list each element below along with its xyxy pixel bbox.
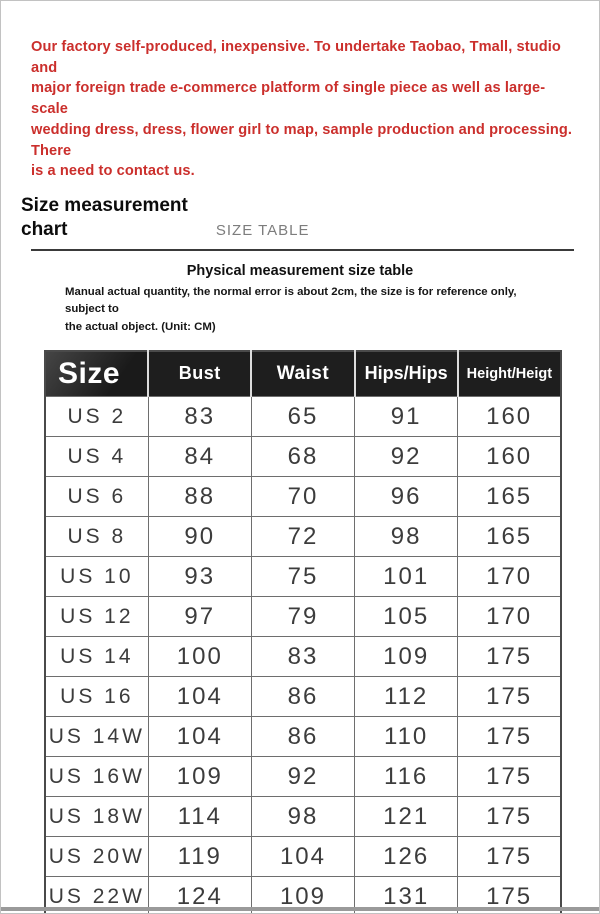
measurement-cell: 124 <box>147 876 252 913</box>
size-table-head: Size Bust Waist Hips/Hips Height/Heigt <box>45 350 561 397</box>
table-row: US 10 93 75 101 170 <box>44 556 562 598</box>
measurement-cell: 65 <box>250 396 356 438</box>
section-heading-row: Size measurement chart SIZE TABLE <box>21 194 574 242</box>
table-title: Physical measurement size table <box>186 262 414 279</box>
measurement-cell: 83 <box>250 636 356 678</box>
measurement-cell: 98 <box>354 516 459 558</box>
promo-text: Our factory self-produced, inexpensive. … <box>31 39 573 180</box>
measurement-cell: 175 <box>457 716 562 758</box>
measurement-cell: 97 <box>147 596 252 638</box>
table-row: US 14 100 83 109 175 <box>44 636 562 678</box>
column-header-height-heigt: Height/Heigt <box>456 350 561 397</box>
measurement-cell: 175 <box>457 876 562 913</box>
measurement-cell: 68 <box>250 436 356 478</box>
measurement-cell: 91 <box>354 396 459 438</box>
measurement-cell: 109 <box>250 876 356 913</box>
measurement-cell: 160 <box>457 436 562 478</box>
measurement-cell: 84 <box>147 436 252 478</box>
size-label-cell: US 20W <box>44 836 149 878</box>
measurement-cell: 121 <box>354 796 459 838</box>
size-label-cell: US 8 <box>44 516 149 558</box>
measurement-cell: 175 <box>457 836 562 878</box>
measurement-cell: 86 <box>250 716 356 758</box>
column-header-bust: Bust <box>147 350 252 397</box>
table-row: US 6 88 70 96 165 <box>44 476 562 518</box>
table-row: US 2 83 65 91 160 <box>44 396 562 438</box>
size-label-cell: US 22W <box>44 876 149 913</box>
size-label-cell: US 18W <box>44 796 149 838</box>
size-label-cell: US 10 <box>44 556 149 598</box>
size-label-cell: US 14 <box>44 636 149 678</box>
measurement-cell: 175 <box>457 636 562 678</box>
measurement-cell: 165 <box>457 476 562 518</box>
measurement-cell: 96 <box>354 476 459 518</box>
size-label-cell: US 6 <box>44 476 149 518</box>
size-table-body: US 2 83 65 91 160 US 4 84 68 92 160 US 6 88 70 96 165 U… <box>44 396 562 913</box>
size-table-header-row: Size Bust Waist Hips/Hips Height/Heigt <box>45 350 561 397</box>
measurement-cell: 109 <box>147 756 252 798</box>
measurement-cell: 93 <box>147 556 252 598</box>
size-label-cell: US 16 <box>44 676 149 718</box>
measurement-cell: 72 <box>250 516 356 558</box>
table-row: US 18W 114 98 121 175 <box>44 796 562 838</box>
measurement-cell: 109 <box>354 636 459 678</box>
section-title: Size measurement chart <box>21 195 188 240</box>
measurement-cell: 100 <box>147 636 252 678</box>
measurement-cell: 105 <box>354 596 459 638</box>
measurement-cell: 175 <box>457 676 562 718</box>
divider-rule <box>31 248 574 251</box>
measurement-cell: 170 <box>457 556 562 598</box>
size-label-cell: US 2 <box>44 396 149 438</box>
measurement-cell: 160 <box>457 396 562 438</box>
table-row: US 16 104 86 112 175 <box>44 676 562 718</box>
measurement-cell: 70 <box>250 476 356 518</box>
measurement-cell: 98 <box>250 796 356 838</box>
measurement-cell: 101 <box>354 556 459 598</box>
section-subtitle: SIZE TABLE <box>215 221 310 239</box>
table-row: US 14W 104 86 110 175 <box>44 716 562 758</box>
measurement-cell: 104 <box>147 716 252 758</box>
measurement-cell: 112 <box>354 676 459 718</box>
column-header-waist: Waist <box>250 350 355 397</box>
size-label-cell: US 4 <box>44 436 149 478</box>
measurement-cell: 90 <box>147 516 252 558</box>
measurement-cell: 104 <box>250 836 356 878</box>
measurement-cell: 75 <box>250 556 356 598</box>
measurement-cell: 92 <box>250 756 356 798</box>
column-header-hips-hips: Hips/Hips <box>353 350 458 397</box>
measurement-cell: 119 <box>147 836 252 878</box>
measurement-cell: 110 <box>354 716 459 758</box>
measurement-cell: 116 <box>354 756 459 798</box>
table-row: US 12 97 79 105 170 <box>44 596 562 638</box>
table-row: US 16W 109 92 116 175 <box>44 756 562 798</box>
column-header-size: Size <box>45 350 149 397</box>
size-label-cell: US 14W <box>44 716 149 758</box>
bottom-bar <box>1 907 599 911</box>
measurement-cell: 79 <box>250 596 356 638</box>
measurement-cell: 175 <box>457 796 562 838</box>
size-label-cell: US 16W <box>44 756 149 798</box>
measurement-cell: 165 <box>457 516 562 558</box>
measurement-cell: 131 <box>354 876 459 913</box>
measurement-cell: 86 <box>250 676 356 718</box>
measurement-cell: 88 <box>147 476 252 518</box>
measurement-cell: 83 <box>147 396 252 438</box>
measurement-cell: 170 <box>457 596 562 638</box>
measurement-cell: 175 <box>457 756 562 798</box>
measurement-cell: 114 <box>147 796 252 838</box>
table-row: US 22W 124 109 131 175 <box>44 876 562 913</box>
measurement-cell: 126 <box>354 836 459 878</box>
table-row: US 8 90 72 98 165 <box>44 516 562 558</box>
measurement-cell: 104 <box>147 676 252 718</box>
table-note: Manual actual quantity, the normal error… <box>65 285 517 333</box>
table-row: US 20W 119 104 126 175 <box>44 836 562 878</box>
table-row: US 4 84 68 92 160 <box>44 436 562 478</box>
size-label-cell: US 12 <box>44 596 149 638</box>
measurement-cell: 92 <box>354 436 459 478</box>
